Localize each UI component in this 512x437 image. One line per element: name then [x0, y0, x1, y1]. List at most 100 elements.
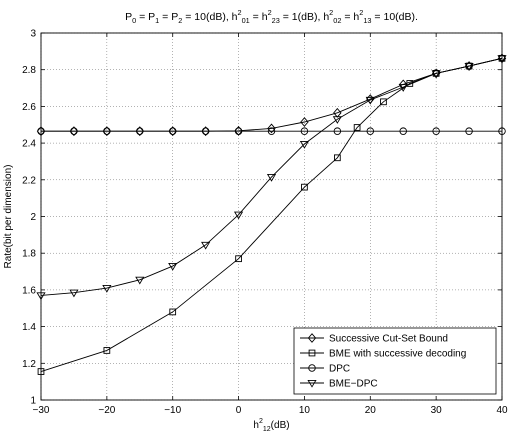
legend-item: Successive Cut-Set Bound: [300, 333, 448, 345]
diamond-marker: [135, 126, 144, 137]
square-marker: [353, 124, 361, 131]
superscript: 2: [359, 8, 363, 17]
circle-marker: [201, 127, 210, 135]
subscript: 13: [363, 16, 371, 25]
chart-title: P0​ = P1​ = P2​ = 10(dB), h2​01​ = h2​23…: [125, 8, 418, 25]
square-marker: [103, 347, 111, 354]
subscript: 02: [333, 16, 341, 25]
circle-marker: [366, 127, 375, 135]
triangle-down-marker: [398, 84, 408, 92]
circle-marker: [308, 364, 316, 372]
legend: Successive Cut-Set Bound BME with success…: [293, 327, 497, 395]
y-tick-label: 2.8: [22, 65, 36, 76]
x-tick-label: −30: [33, 405, 50, 416]
x-tick-label: 10: [299, 405, 311, 416]
triangle-down-marker: [299, 140, 310, 149]
triangle-down-marker: [69, 289, 79, 298]
square-marker: [334, 154, 341, 162]
triangle-down-marker: [135, 276, 145, 285]
text-segment: = h: [250, 11, 268, 23]
circle-marker: [103, 127, 111, 135]
legend-item: BME with successive decoding: [300, 349, 466, 360]
legend-label: BME with successive decoding: [329, 349, 466, 360]
subscript: 23: [272, 16, 280, 25]
series-triangle-down: [36, 55, 507, 301]
text-segment: (dB): [271, 420, 290, 431]
subscript: 0: [132, 16, 136, 25]
diamond-marker: [300, 117, 309, 127]
legend-label: BME−DPC: [329, 379, 378, 390]
x-tick-label: 0: [236, 405, 242, 416]
y-axis-label: Rate(bit per dimension): [3, 165, 14, 269]
text-segment: h: [253, 420, 259, 431]
y-tick-label: 1.6: [22, 285, 36, 296]
y-tick-label: 1: [30, 396, 36, 407]
y-tick-label: 2.2: [22, 175, 36, 186]
diamond-marker: [234, 125, 243, 136]
square-marker: [308, 349, 316, 357]
triangle-down-marker: [307, 379, 317, 388]
y-tick-label: 2.4: [22, 139, 36, 150]
y-tick-label: 2: [30, 212, 36, 223]
superscript: 2: [259, 418, 263, 425]
circle-marker: [333, 127, 342, 135]
diamond-marker: [168, 126, 177, 137]
x-tick-label: 20: [365, 405, 377, 416]
superscript: 2: [268, 8, 272, 17]
diamond-marker: [267, 123, 276, 134]
circle-marker: [399, 127, 407, 135]
triangle-down-marker: [431, 70, 441, 79]
superscript: 2: [238, 8, 242, 17]
circle-marker: [300, 127, 309, 135]
triangle-down-marker: [201, 241, 211, 250]
triangle-down-marker: [102, 285, 112, 293]
y-tick-label: 2.6: [22, 102, 36, 113]
circle-marker: [168, 127, 177, 135]
subscript: 01: [242, 16, 250, 25]
superscript: 2: [329, 8, 333, 17]
y-tick-label: 1.2: [22, 359, 36, 370]
y-tick-label: 1.4: [22, 322, 36, 333]
diamond-marker: [69, 126, 79, 137]
diamond-marker: [201, 126, 210, 137]
triangle-down-marker: [464, 62, 474, 71]
x-tick-label: −10: [164, 405, 181, 416]
circle-marker: [136, 127, 144, 135]
x-axis-label: h2​12​(dB): [253, 418, 289, 433]
y-tick-label: 1.8: [22, 249, 36, 260]
text-segment: = 1(dB), h: [280, 11, 329, 23]
text-segment: = 10(dB).: [372, 11, 418, 23]
triangle-down-marker: [332, 116, 342, 124]
x-tick-label: 40: [496, 405, 508, 416]
legend-box: [293, 327, 497, 395]
diamond-marker: [307, 333, 317, 343]
square-marker: [380, 98, 387, 106]
circle-marker: [465, 127, 473, 135]
triangle-down-marker: [266, 173, 277, 182]
x-tick-label: 30: [431, 405, 443, 416]
text-segment: = P: [136, 11, 155, 23]
legend-label: Successive Cut-Set Bound: [329, 334, 448, 345]
x-tick-label: −20: [98, 405, 115, 416]
triangle-down-marker: [168, 262, 178, 271]
series-circle: [37, 127, 506, 135]
triangle-down-marker: [233, 211, 244, 220]
square-marker: [169, 308, 177, 316]
square-marker: [235, 255, 242, 263]
legend-label: DPC: [329, 364, 350, 375]
text-segment: P: [125, 11, 132, 23]
legend-item: DPC: [300, 364, 350, 375]
circle-marker: [70, 127, 78, 135]
subscript: 1: [155, 16, 159, 25]
circle-marker: [267, 127, 276, 135]
axes-box: [40, 32, 503, 401]
text-segment: = h: [341, 11, 359, 23]
text-segment: = 10(dB), h: [182, 11, 237, 23]
subscript: 12: [263, 426, 271, 433]
triangle-down-marker: [365, 96, 375, 105]
series-line: [40, 57, 503, 296]
square-marker: [301, 183, 308, 191]
diamond-marker: [102, 126, 112, 137]
circle-marker: [432, 127, 440, 135]
